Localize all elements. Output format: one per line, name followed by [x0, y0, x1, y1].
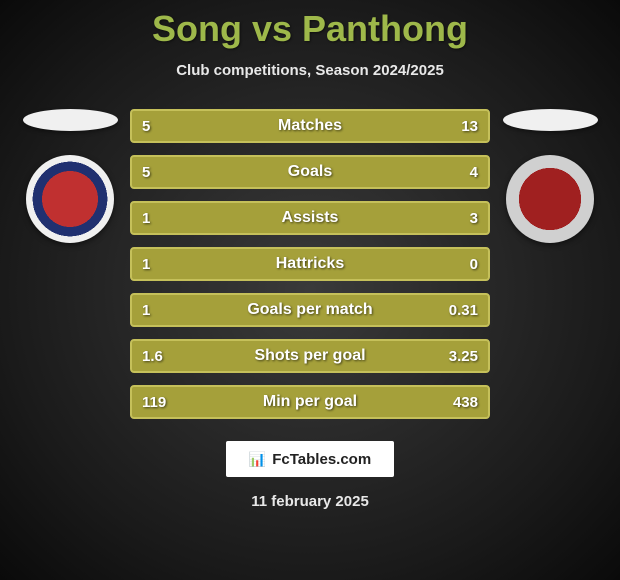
comparison-content: 5 Matches 13 5 Goals 4 1 Assists 3 1 Hat…	[0, 109, 620, 419]
player-right-avatar	[503, 109, 598, 131]
stat-right-value: 0	[470, 256, 478, 273]
stat-left-value: 119	[142, 394, 166, 411]
stat-right-value: 3.25	[449, 348, 478, 365]
date-text: 11 february 2025	[0, 493, 620, 510]
stat-label: Goals per match	[247, 301, 372, 319]
stat-label: Hattricks	[276, 255, 344, 273]
player-left-avatar	[23, 109, 118, 131]
page-title: Song vs Panthong	[0, 0, 620, 50]
stat-label: Assists	[282, 209, 339, 227]
stat-right-value: 13	[461, 118, 478, 135]
stat-left-value: 1	[142, 210, 150, 227]
stat-left-value: 5	[142, 164, 150, 181]
stat-right-value: 0.31	[449, 302, 478, 319]
player-left-column	[10, 109, 130, 243]
footer-logo: 📊 FcTables.com	[226, 441, 394, 477]
stat-label: Matches	[278, 117, 342, 135]
stat-left-value: 1	[142, 256, 150, 273]
stat-row: 5 Matches 13	[130, 109, 490, 143]
club-badge-left	[26, 155, 114, 243]
stat-right-value: 438	[453, 394, 478, 411]
stat-row: 1.6 Shots per goal 3.25	[130, 339, 490, 373]
club-badge-right	[506, 155, 594, 243]
stat-label: Min per goal	[263, 393, 357, 411]
stat-label: Shots per goal	[254, 347, 365, 365]
stat-row: 119 Min per goal 438	[130, 385, 490, 419]
stat-row: 1 Assists 3	[130, 201, 490, 235]
footer-text: FcTables.com	[272, 451, 371, 468]
stat-row: 5 Goals 4	[130, 155, 490, 189]
stat-row: 1 Goals per match 0.31	[130, 293, 490, 327]
stat-label: Goals	[288, 163, 332, 181]
stat-left-value: 1.6	[142, 348, 163, 365]
stat-row: 1 Hattricks 0	[130, 247, 490, 281]
chart-icon: 📊	[249, 451, 266, 468]
subtitle: Club competitions, Season 2024/2025	[0, 62, 620, 79]
player-right-column	[490, 109, 610, 243]
stat-right-value: 3	[470, 210, 478, 227]
stat-right-value: 4	[470, 164, 478, 181]
stats-list: 5 Matches 13 5 Goals 4 1 Assists 3 1 Hat…	[130, 109, 490, 419]
stat-left-value: 1	[142, 302, 150, 319]
stat-left-value: 5	[142, 118, 150, 135]
